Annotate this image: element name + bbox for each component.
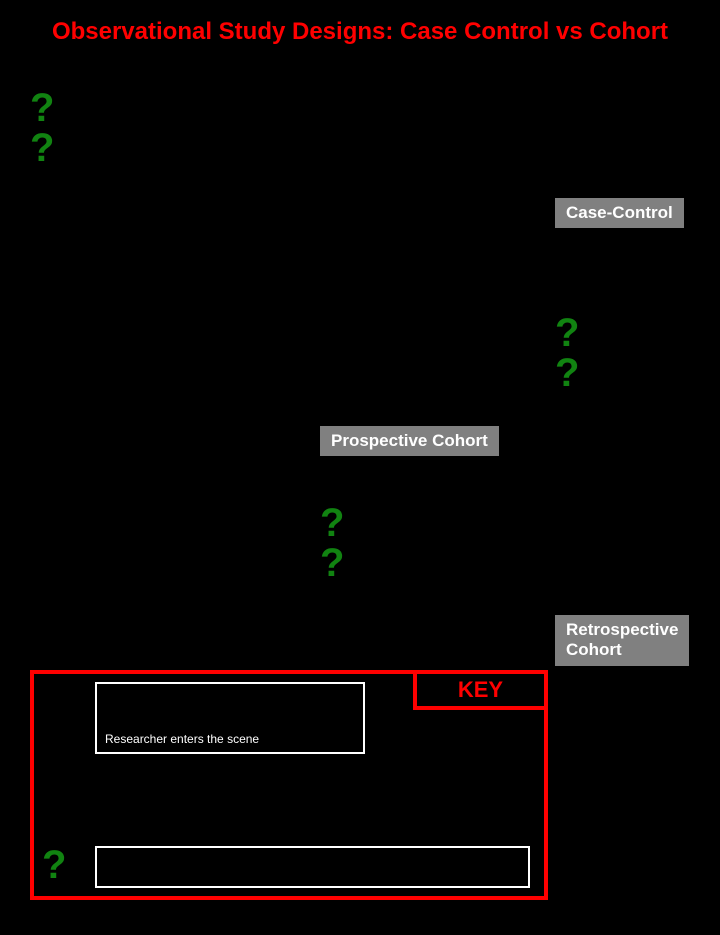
key-tab: KEY xyxy=(413,670,548,710)
question-mark-icon: ? xyxy=(555,353,579,393)
diagram-canvas: Observational Study Designs: Case Contro… xyxy=(0,0,720,935)
question-mark-icon: ? xyxy=(555,313,579,353)
question-mark-icon: ? xyxy=(30,88,54,128)
key-tab-label: KEY xyxy=(458,677,503,703)
question-mark-icon: ? xyxy=(30,128,54,168)
key-desc-box-2 xyxy=(95,846,530,888)
key-desc-1-text: Researcher enters the scene xyxy=(105,732,259,746)
question-mark-icon: ? xyxy=(320,543,344,583)
page-title: Observational Study Designs: Case Contro… xyxy=(0,18,720,46)
question-mark-icon: ? xyxy=(320,503,344,543)
key-desc-box-1: Researcher enters the scene xyxy=(95,682,365,754)
question-mark-icon: ? xyxy=(42,845,66,885)
prospective-cohort-label: Prospective Cohort xyxy=(320,426,499,456)
case-control-label: Case-Control xyxy=(555,198,684,228)
retrospective-cohort-label: Retrospective Cohort xyxy=(555,615,689,666)
